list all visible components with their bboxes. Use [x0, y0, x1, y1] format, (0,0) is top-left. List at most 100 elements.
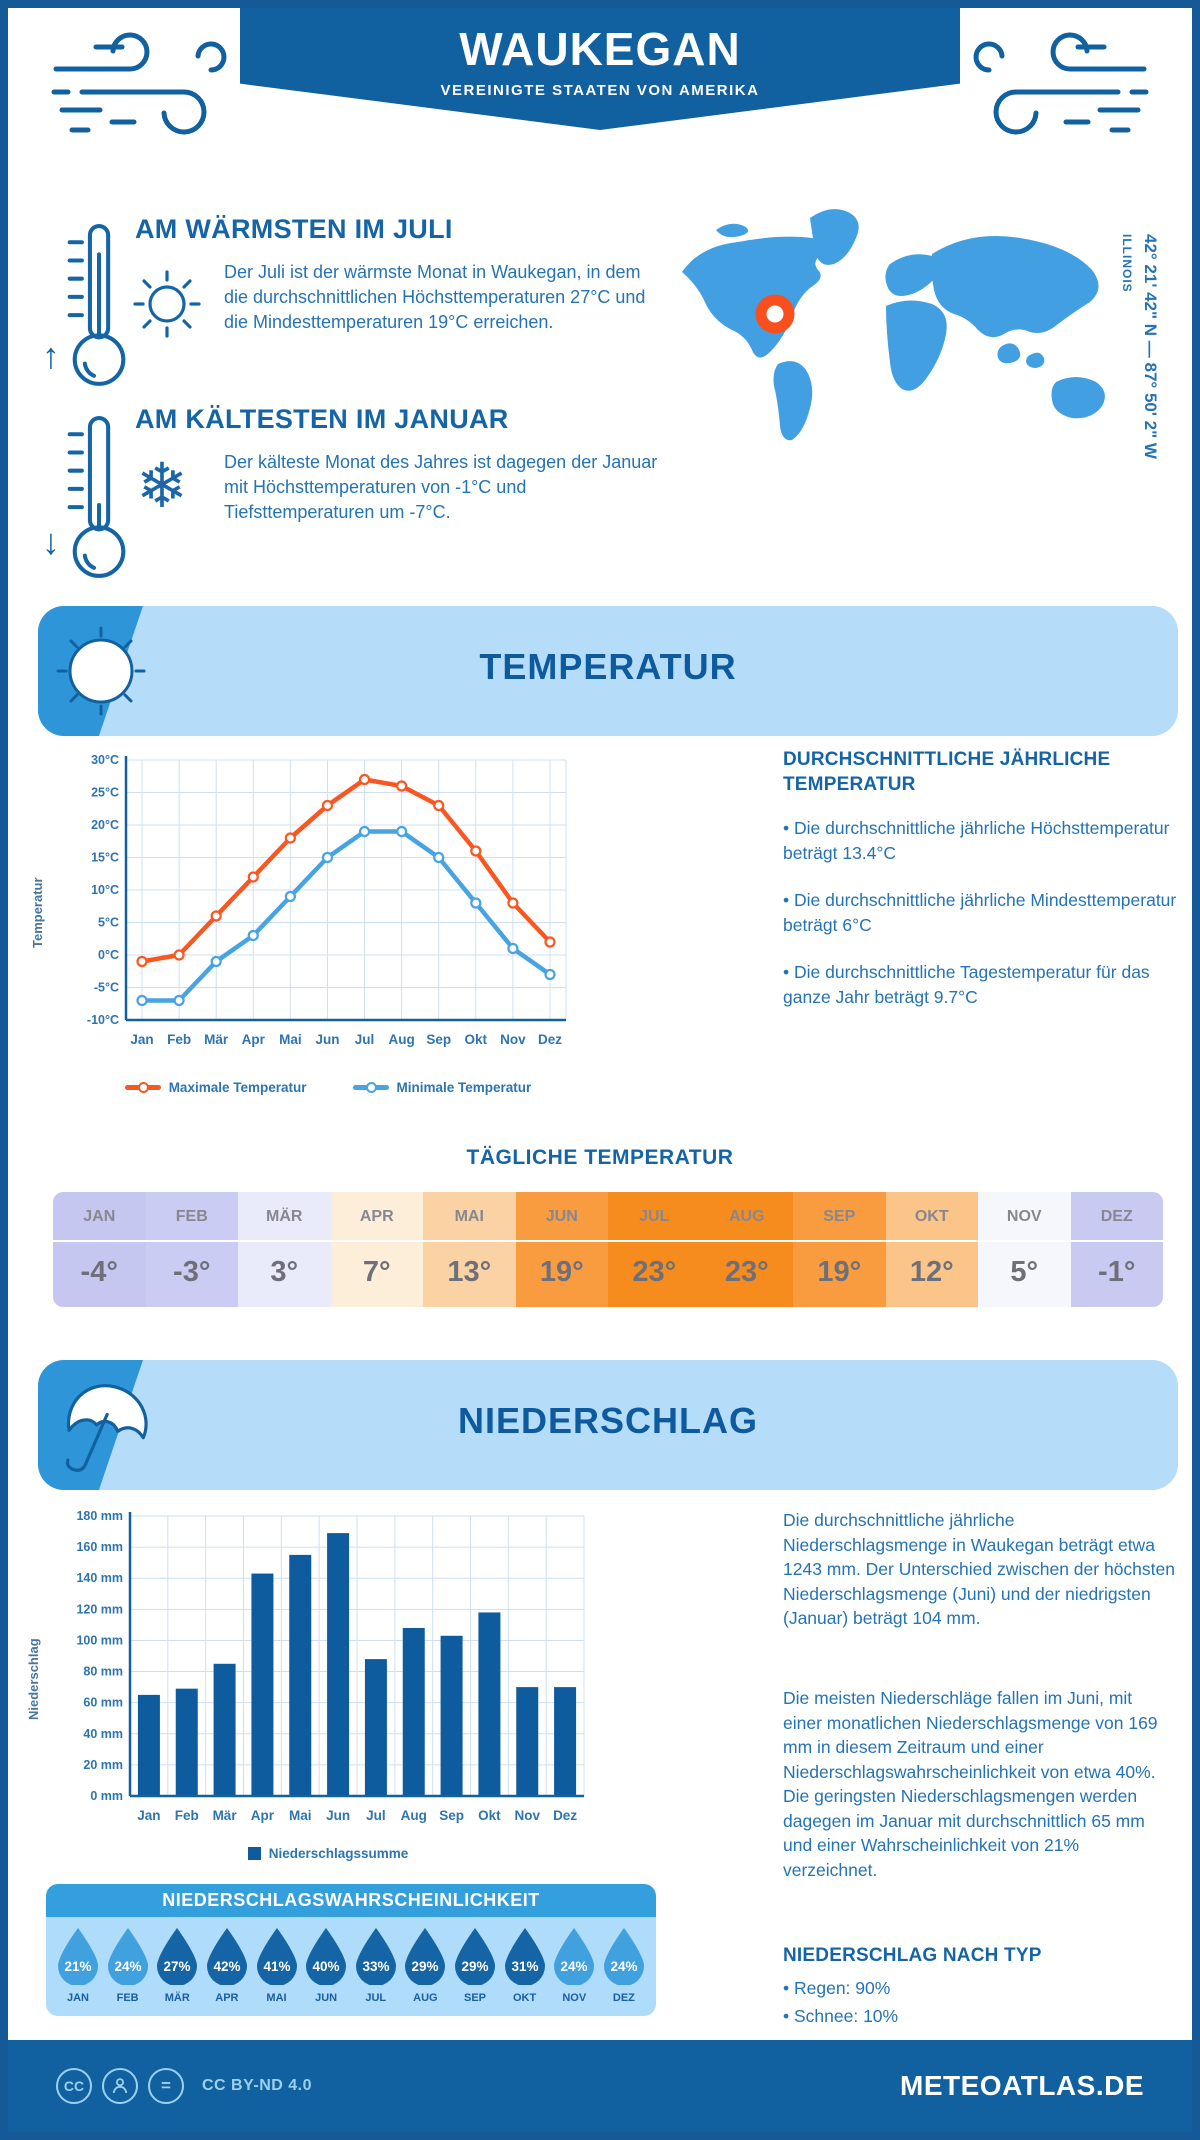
svg-text:29%: 29%: [412, 1959, 439, 1974]
site-label: METEOATLAS.DE: [900, 2070, 1144, 2101]
table-month: JUL: [608, 1192, 701, 1242]
droplet-month: OKT: [513, 1992, 537, 2004]
table-column: AUG 23°: [700, 1192, 793, 1307]
droplet-icon: 29%: [455, 1928, 495, 1986]
table-column: NOV 5°: [978, 1192, 1071, 1307]
svg-text:100 mm: 100 mm: [76, 1633, 123, 1647]
svg-text:5°C: 5°C: [98, 916, 119, 930]
svg-text:Nov: Nov: [500, 1032, 526, 1047]
table-column: MÄR 3°: [238, 1192, 331, 1307]
svg-text:Feb: Feb: [167, 1032, 191, 1047]
droplet-icon: 24%: [603, 1928, 644, 1986]
table-column: FEB -3°: [145, 1192, 238, 1307]
svg-text:Okt: Okt: [478, 1808, 501, 1823]
umbrella-icon: [65, 1384, 148, 1472]
temp-chart-ylabel: Temperatur: [30, 877, 45, 948]
table-column: MAI 13°: [423, 1192, 516, 1307]
svg-text:180 mm: 180 mm: [76, 1509, 123, 1523]
svg-text:24%: 24%: [561, 1959, 588, 1974]
precipitation-bar-chart: 0 mm 20 mm 40 mm 60 mm 80 mm 100 mm 120 mm 140 …: [76, 1509, 585, 1823]
arrow-up-icon: ↑: [42, 335, 60, 376]
droplet-icon: 42%: [206, 1928, 247, 1986]
table-value: 23°: [632, 1256, 677, 1288]
annual-min-bullet: • Die durchschnittliche jährliche Mindes…: [783, 890, 1177, 935]
svg-text:Mär: Mär: [213, 1808, 238, 1823]
table-month: SEP: [793, 1192, 886, 1242]
legend-min-temperature: Minimale Temperatur: [352, 1080, 531, 1095]
table-month: DEZ: [1070, 1192, 1163, 1242]
svg-text:Apr: Apr: [251, 1808, 275, 1823]
svg-text:60 mm: 60 mm: [83, 1696, 123, 1710]
svg-text:40 mm: 40 mm: [83, 1727, 123, 1741]
daily-temperature-title: TÄGLICHE TEMPERATUR: [466, 1146, 734, 1169]
table-month: MÄR: [238, 1192, 331, 1242]
svg-text:Apr: Apr: [242, 1032, 266, 1047]
table-column: OKT 12°: [885, 1192, 978, 1307]
precip-type-rain: • Regen: 90%: [783, 1978, 891, 1998]
svg-text:25°C: 25°C: [91, 786, 119, 800]
table-value: 3°: [270, 1256, 299, 1288]
page-title: WAUKEGAN: [459, 23, 741, 75]
precip-chart-ylabel: Niederschlag: [26, 1638, 41, 1720]
table-value: 19°: [539, 1256, 584, 1288]
page-subtitle: VEREINIGTE STAATEN VON AMERIKA: [440, 82, 760, 99]
legend-max-temperature: Maximale Temperatur: [124, 1080, 307, 1095]
droplet-month: JUL: [365, 1992, 387, 2004]
svg-text:30°C: 30°C: [91, 753, 119, 767]
table-value: 7°: [362, 1256, 391, 1288]
annual-max-bullet: • Die durchschnittliche jährliche Höchst…: [783, 818, 1170, 863]
droplet-icon: 27%: [157, 1928, 198, 1986]
precip-paragraph-2: Die meisten Niederschläge fallen im Juni…: [783, 1688, 1158, 1880]
svg-text:Aug: Aug: [401, 1808, 427, 1823]
svg-text:Jun: Jun: [315, 1032, 339, 1047]
legend-square: [247, 1847, 261, 1860]
droplet-month: APR: [215, 1992, 239, 2004]
svg-text:41%: 41%: [263, 1959, 290, 1974]
probability-droplet: 24% NOV: [550, 1927, 598, 2004]
temperature-section-title: TEMPERATUR: [479, 646, 737, 687]
legend-precipitation-sum: Niederschlagssumme: [247, 1846, 408, 1861]
table-value: 5°: [1010, 1256, 1039, 1288]
svg-text:Aug: Aug: [389, 1032, 415, 1047]
svg-text:15°C: 15°C: [91, 851, 119, 865]
svg-text:Sep: Sep: [439, 1808, 464, 1823]
svg-text:Jun: Jun: [326, 1808, 350, 1823]
svg-text:Mai: Mai: [289, 1808, 312, 1823]
sun-small-icon: [133, 270, 201, 338]
svg-text:Okt: Okt: [465, 1032, 488, 1047]
table-value: 12°: [909, 1256, 954, 1288]
droplet-icon: 21%: [58, 1928, 98, 1986]
table-month: APR: [330, 1192, 423, 1242]
wind-icon: [51, 32, 227, 135]
svg-text:21%: 21%: [64, 1959, 91, 1974]
temp-chart-legend: Maximale Temperatur Minimale Temperatur: [98, 1080, 558, 1095]
svg-text:160 mm: 160 mm: [76, 1540, 123, 1554]
svg-text:40%: 40%: [313, 1959, 340, 1974]
svg-text:0 mm: 0 mm: [90, 1789, 123, 1803]
location-marker: [755, 294, 795, 334]
svg-text:80 mm: 80 mm: [83, 1665, 123, 1679]
annual-day-bullet: • Die durchschnittliche Tagestemperatur …: [783, 962, 1150, 1007]
svg-text:42%: 42%: [213, 1959, 240, 1974]
table-month: JUN: [515, 1192, 608, 1242]
table-month: FEB: [145, 1192, 238, 1242]
table-column: JAN -4°: [53, 1192, 146, 1307]
svg-text:Feb: Feb: [175, 1808, 199, 1823]
coordinates-label: 42° 21' 42" N — 87° 50' 2" W: [1141, 234, 1160, 459]
svg-text:24%: 24%: [114, 1959, 141, 1974]
droplet-month: JUN: [315, 1992, 338, 2004]
droplet-icon: 40%: [306, 1928, 347, 1986]
svg-text:120 mm: 120 mm: [76, 1602, 123, 1616]
probability-droplet: 42% APR: [203, 1927, 251, 2004]
legend-line-max: [124, 1082, 161, 1093]
droplet-month: MÄR: [164, 1992, 190, 2004]
svg-text:20 mm: 20 mm: [83, 1758, 123, 1772]
person-icon: [102, 2068, 138, 2104]
precip-type-snow: • Schnee: 10%: [783, 2006, 899, 2026]
droplet-icon: 33%: [355, 1928, 396, 1986]
svg-text:10°C: 10°C: [91, 883, 119, 897]
table-column: DEZ -1°: [1070, 1192, 1163, 1307]
svg-text:29%: 29%: [461, 1959, 488, 1974]
sun-icon: [56, 626, 146, 716]
